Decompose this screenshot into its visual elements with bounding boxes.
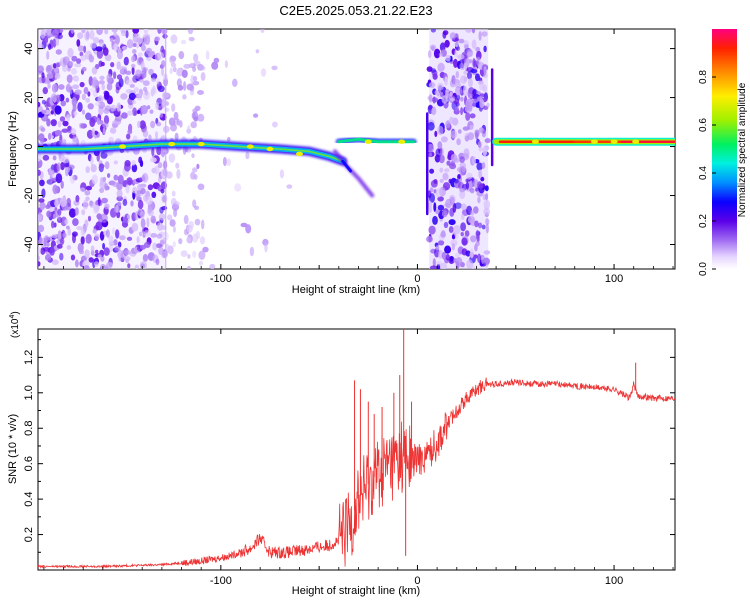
snr-x-tick-label: 0	[414, 575, 420, 587]
snr-y-tick-label: 0.4	[23, 491, 35, 506]
snr-x-ticks: -100 0 100	[43, 265, 674, 587]
spectrogram-signal-bands	[38, 135, 675, 198]
colorbar-tick-label: 0.0	[698, 262, 709, 276]
colorbar-tick-label: 0.4	[698, 166, 709, 180]
snr-y-tick-label: 1.2	[23, 350, 35, 365]
spectrogram-y-tick-label: -40	[23, 237, 35, 253]
snr-y-tick-label: 1.0	[23, 385, 35, 400]
figure-title: C2E5.2025.053.21.22.E23	[279, 3, 432, 18]
colorbar-tick-label: 0.6	[698, 118, 709, 132]
snr-panel: 0.2 0.4 0.6 0.8 1.0 1.2 -100 0 100 (x104) Heigh…	[7, 265, 676, 597]
snr-multiplier: (x104)	[9, 311, 21, 338]
snr-frame	[37, 328, 676, 571]
snr-multiplier-exponent: 4	[9, 315, 16, 319]
colorbar-tick-label: 0.8	[698, 70, 709, 84]
colorbar-ticks: 0.0 0.2 0.4 0.6 0.8	[698, 70, 716, 276]
snr-spikes	[354, 329, 637, 556]
colorbar-gradient	[712, 29, 737, 269]
colorbar: 0.0 0.2 0.4 0.6 0.8 Normalized spectral ampl…	[698, 29, 748, 276]
colorbar-label: Normalized spectral amplitude	[737, 82, 748, 217]
snr-y-tick-label: 0.8	[23, 421, 35, 436]
spectrogram-x-ticks: -100 0 100	[210, 29, 623, 285]
colorbar-tick-label: 0.2	[698, 214, 709, 228]
spectrogram-x-tick-label: 0	[414, 273, 420, 285]
snr-y-tick-label: 0.6	[23, 456, 35, 471]
spectrogram-y-tick-label: -20	[23, 188, 35, 204]
spectrogram-y-tick-label: 40	[23, 42, 35, 54]
spectrogram-y-tick-label: 0	[23, 144, 35, 150]
snr-multiplier-base: (x10	[10, 318, 21, 338]
spectrogram-x-tick-label: -100	[210, 273, 232, 285]
spectrogram-x-tick-label: 100	[605, 273, 623, 285]
snr-x-axis-label: Height of straight line (km)	[292, 585, 420, 597]
snr-y-ticks: 0.2 0.4 0.6 0.8 1.0 1.2	[23, 339, 675, 553]
spectrogram-y-axis-label: Frequency (Hz)	[7, 111, 19, 187]
snr-x-tick-label: -100	[210, 575, 232, 587]
spectrogram-y-tick-label: 20	[23, 91, 35, 103]
snr-series-line	[38, 377, 675, 569]
spectrogram-heat-layer	[38, 29, 675, 269]
snr-y-axis-label: SNR (10 * v/v)	[7, 414, 19, 484]
spectrogram-y-ticks: -40 -20 0 20 40	[23, 42, 675, 252]
snr-y-tick-label: 0.2	[23, 527, 35, 542]
spectrogram-panel: -40 -20 0 20 40 -100 0 100 Height of straight …	[7, 28, 676, 296]
spectrogram-x-axis-label: Height of straight line (km)	[292, 284, 420, 296]
snr-x-tick-label: 100	[605, 575, 623, 587]
spectrogram-noise-blobs	[38, 29, 491, 269]
